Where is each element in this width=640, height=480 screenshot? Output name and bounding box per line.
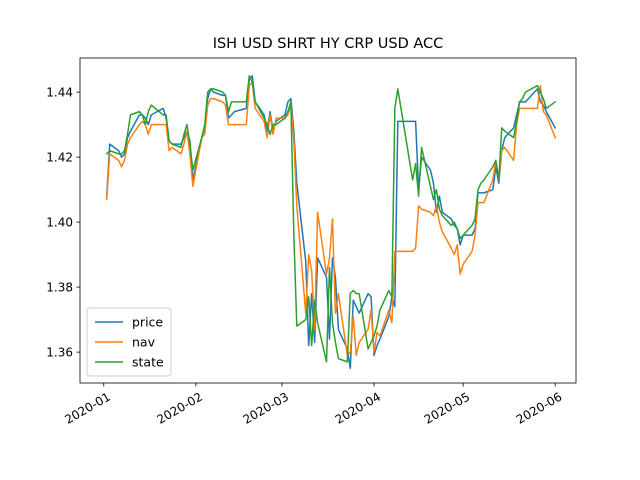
chart-title: ISH USD SHRT HY CRP USD ACC [213,36,444,52]
y-tick-label: 1.36 [46,345,73,359]
y-tick-label: 1.42 [46,150,73,164]
series-line-nav [105,81,557,357]
y-tick-label: 1.44 [46,85,73,99]
y-tick-label: 1.38 [46,280,73,294]
legend-label-nav: nav [132,335,156,350]
y-tick-label: 1.40 [46,215,73,229]
legend-box [86,307,172,377]
plot-frame [79,57,577,384]
series-line-state [105,75,557,363]
legend: price nav state [86,307,172,377]
y-axis: 1.36 1.38 1.40 1.42 1.44 [46,85,80,359]
legend-label-state: state [132,355,164,370]
legend-label-price: price [132,315,163,330]
series-lines [105,75,557,370]
